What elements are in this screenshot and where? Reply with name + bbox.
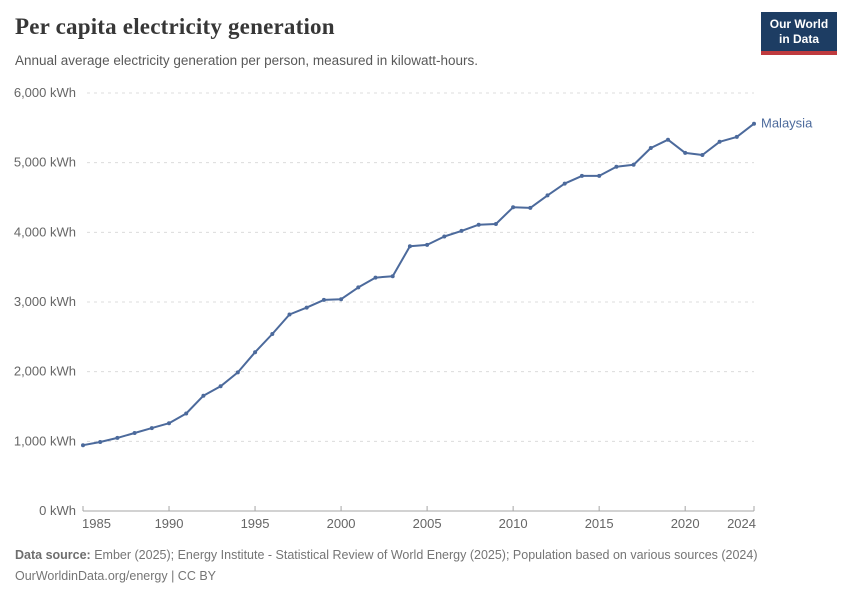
data-point[interactable]	[752, 121, 756, 126]
chart-footer: Data source: Ember (2025); Energy Instit…	[15, 545, 835, 586]
x-tick-label: 1995	[241, 516, 270, 531]
data-point[interactable]	[425, 242, 430, 247]
x-tick-label: 2010	[499, 516, 528, 531]
data-point[interactable]	[270, 332, 275, 336]
chart-subtitle: Annual average electricity generation pe…	[15, 53, 479, 68]
data-point[interactable]	[132, 431, 137, 435]
data-point[interactable]	[562, 181, 567, 186]
data-point[interactable]	[218, 384, 223, 389]
data-point[interactable]	[579, 173, 584, 178]
x-tick-label: 2000	[327, 516, 356, 531]
data-point[interactable]	[511, 205, 516, 210]
data-point[interactable]	[115, 435, 120, 440]
data-point[interactable]	[476, 222, 481, 227]
data-point[interactable]	[390, 274, 395, 279]
data-point[interactable]	[184, 411, 189, 416]
data-point[interactable]	[493, 222, 498, 226]
x-tick-label: 2020	[671, 516, 700, 531]
x-tick-label: 2024	[727, 516, 756, 531]
y-tick-label: 6,000 kWh	[14, 85, 76, 100]
data-source-label: Data source:	[15, 548, 91, 562]
data-point[interactable]	[666, 137, 670, 142]
data-point[interactable]	[167, 421, 171, 426]
x-tick-label: 2015	[585, 516, 614, 531]
data-point[interactable]	[631, 162, 636, 167]
data-point[interactable]	[717, 139, 722, 144]
data-point[interactable]	[81, 443, 85, 448]
license-line[interactable]: OurWorldinData.org/energy | CC BY	[15, 568, 217, 583]
page-title: Per capita electricity generation	[15, 14, 335, 39]
data-point[interactable]	[287, 312, 292, 317]
owid-logo-line1: Our World	[769, 17, 829, 31]
data-point[interactable]	[201, 393, 206, 398]
data-point[interactable]	[700, 153, 705, 157]
data-point[interactable]	[648, 146, 653, 150]
data-point[interactable]	[321, 297, 326, 302]
data-point[interactable]	[373, 275, 378, 280]
owid-logo[interactable]: Our World in Data	[761, 12, 837, 55]
y-tick-label: 0 kWh	[39, 503, 76, 518]
data-point[interactable]	[528, 205, 533, 210]
data-point[interactable]	[597, 173, 602, 178]
data-point[interactable]	[407, 244, 412, 249]
data-point[interactable]	[149, 426, 154, 431]
data-source-line: Data source: Ember (2025); Energy Instit…	[15, 545, 835, 566]
data-point[interactable]	[253, 350, 258, 355]
data-point[interactable]	[339, 297, 344, 302]
data-point[interactable]	[734, 134, 739, 139]
x-tick-label: 1990	[155, 516, 184, 531]
y-tick-label: 4,000 kWh	[14, 224, 76, 239]
data-point[interactable]	[459, 228, 464, 233]
malaysia-line[interactable]	[82, 122, 755, 447]
y-tick-label: 2,000 kWh	[14, 364, 76, 379]
y-tick-label: 1,000 kWh	[14, 433, 76, 448]
y-tick-label: 3,000 kWh	[14, 294, 76, 309]
data-point[interactable]	[614, 164, 619, 169]
x-tick-label: 2005	[413, 516, 442, 531]
series-label-malaysia[interactable]: Malaysia	[761, 116, 813, 131]
data-point[interactable]	[683, 150, 688, 155]
data-point[interactable]	[545, 193, 550, 198]
y-tick-label: 5,000 kWh	[14, 155, 76, 170]
data-point[interactable]	[442, 234, 447, 239]
data-point[interactable]	[235, 370, 240, 375]
data-point[interactable]	[304, 305, 309, 310]
data-source-text: Ember (2025); Energy Institute - Statist…	[90, 548, 758, 562]
x-tick-label: 1985	[82, 516, 111, 531]
data-point[interactable]	[356, 285, 361, 290]
data-point[interactable]	[98, 440, 103, 444]
owid-logo-line2: in Data	[778, 32, 819, 46]
